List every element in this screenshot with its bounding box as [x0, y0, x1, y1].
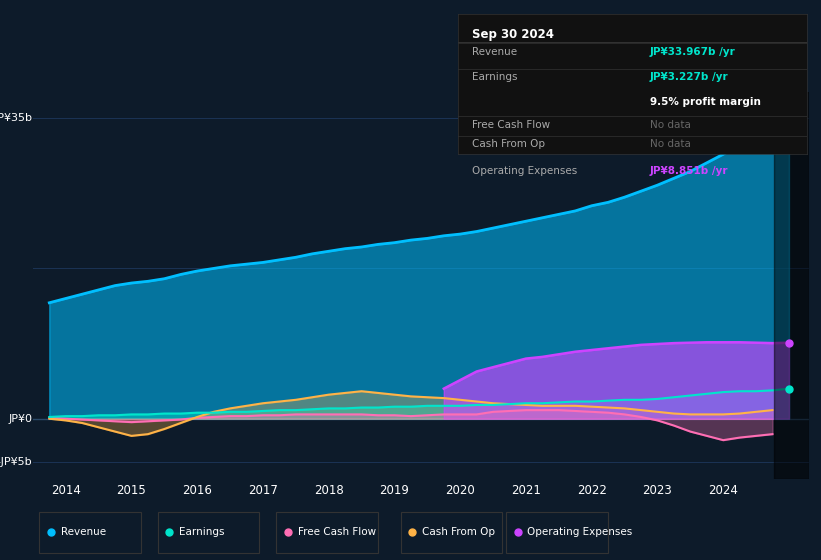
Text: Earnings: Earnings [472, 72, 517, 82]
Text: JP¥3.227b /yr: JP¥3.227b /yr [650, 72, 729, 82]
Text: No data: No data [650, 120, 691, 129]
Bar [774, 92, 809, 479]
Text: Cash From Op: Cash From Op [422, 527, 495, 537]
Text: Revenue: Revenue [472, 47, 517, 57]
Text: JP¥0: JP¥0 [8, 414, 32, 424]
Text: Operating Expenses: Operating Expenses [472, 166, 577, 176]
Text: Revenue: Revenue [61, 527, 106, 537]
Text: 9.5% profit margin: 9.5% profit margin [650, 97, 761, 107]
Text: -JP¥5b: -JP¥5b [0, 456, 32, 466]
Text: Free Cash Flow: Free Cash Flow [297, 527, 376, 537]
Text: Operating Expenses: Operating Expenses [527, 527, 633, 537]
Text: Cash From Op: Cash From Op [472, 139, 545, 149]
Text: JP¥33.967b /yr: JP¥33.967b /yr [650, 47, 736, 57]
Text: Earnings: Earnings [179, 527, 225, 537]
Text: JP¥35b: JP¥35b [0, 113, 32, 123]
Text: Free Cash Flow: Free Cash Flow [472, 120, 550, 129]
Text: Sep 30 2024: Sep 30 2024 [472, 28, 554, 41]
Text: No data: No data [650, 139, 691, 149]
Text: JP¥8.851b /yr: JP¥8.851b /yr [650, 166, 728, 176]
